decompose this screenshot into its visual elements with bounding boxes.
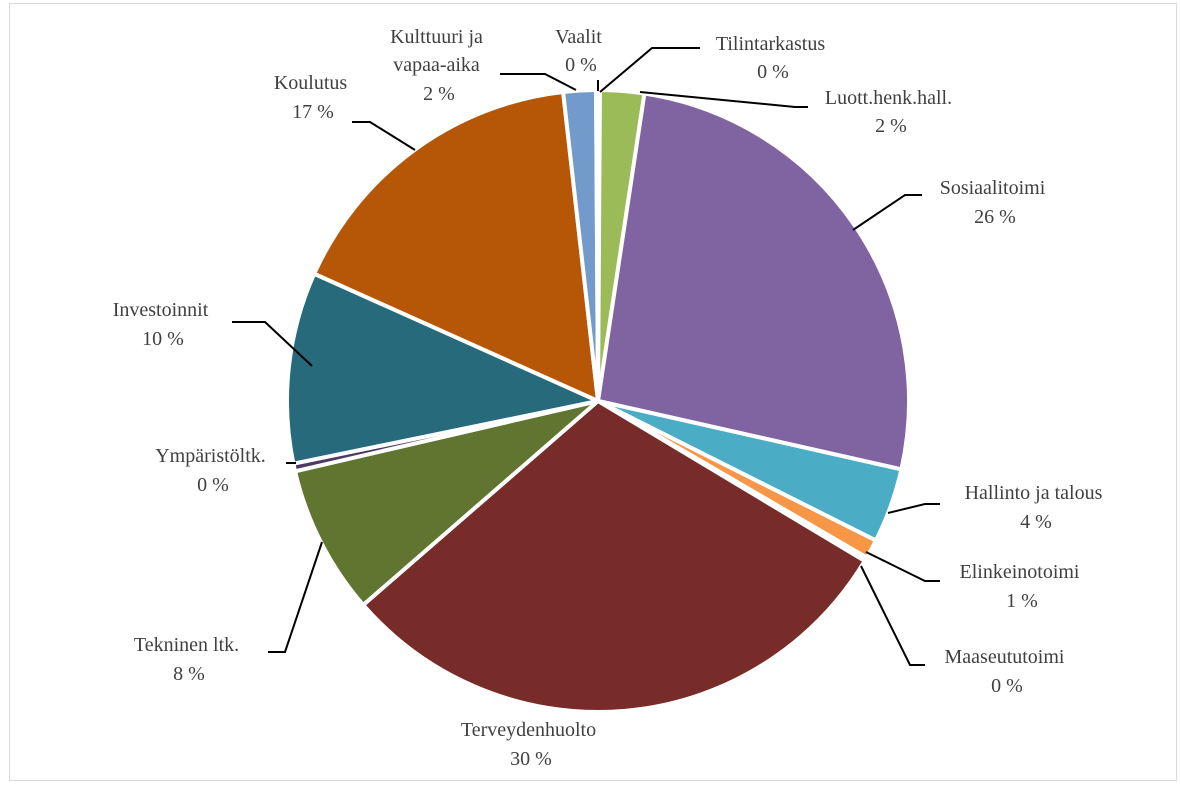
pie-slice-sosiaalitoimi [596, 91, 911, 472]
leader-sosiaalitoimi [852, 194, 922, 231]
label-tilintarkastus: Tilintarkastus 0 % [716, 33, 830, 83]
leader-maaseututoimi [860, 565, 925, 666]
slice-labels: Tilintarkastus 0 % Luott.henk.hall. 2 % … [113, 26, 1108, 770]
label-kulttuuri-ja-vapaa-aika: Kulttuuri ja vapaa-aika 2 % [390, 26, 488, 105]
label-ymparistoltk: Ympäristöltk. 0 % [155, 445, 271, 496]
pie-slice-investoinnit [285, 271, 600, 466]
leader-tilintarkastus [599, 47, 700, 93]
leader-kulttuuri [500, 73, 577, 91]
label-elinkeinotoimi: Elinkeinotoimi 1 % [960, 561, 1085, 612]
label-vaalit: Vaalit 0 % [555, 26, 607, 76]
pie-slice-vaalit [594, 88, 600, 403]
label-hallinto-ja-talous: Hallinto ja talous 4 % [965, 482, 1108, 533]
label-koulutus: Koulutus 17 % [274, 72, 352, 123]
leader-investoinnit [232, 321, 313, 367]
label-maaseututoimi: Maaseututoimi 0 % [945, 646, 1070, 697]
label-sosiaalitoimi: Sosiaalitoimi 26 % [940, 177, 1051, 228]
leader-luott-henk-hall [639, 91, 808, 108]
label-investoinnit: Investoinnit 10 % [113, 299, 214, 350]
leader-lines [232, 47, 940, 666]
label-luott-henk-hall: Luott.henk.hall. 2 % [825, 87, 957, 137]
leader-hallinto [887, 503, 940, 514]
pie-slice-terveydenhuolto [361, 399, 867, 714]
label-terveydenhuolto: Terveydenhuolto 30 % [461, 719, 601, 770]
pie-slices [285, 88, 911, 714]
leader-koulutus [352, 121, 416, 151]
leader-elinkeinotoimi [865, 551, 940, 582]
label-tekninen-ltk: Tekninen ltk. 8 % [134, 634, 244, 685]
leader-tekninen [268, 541, 323, 653]
